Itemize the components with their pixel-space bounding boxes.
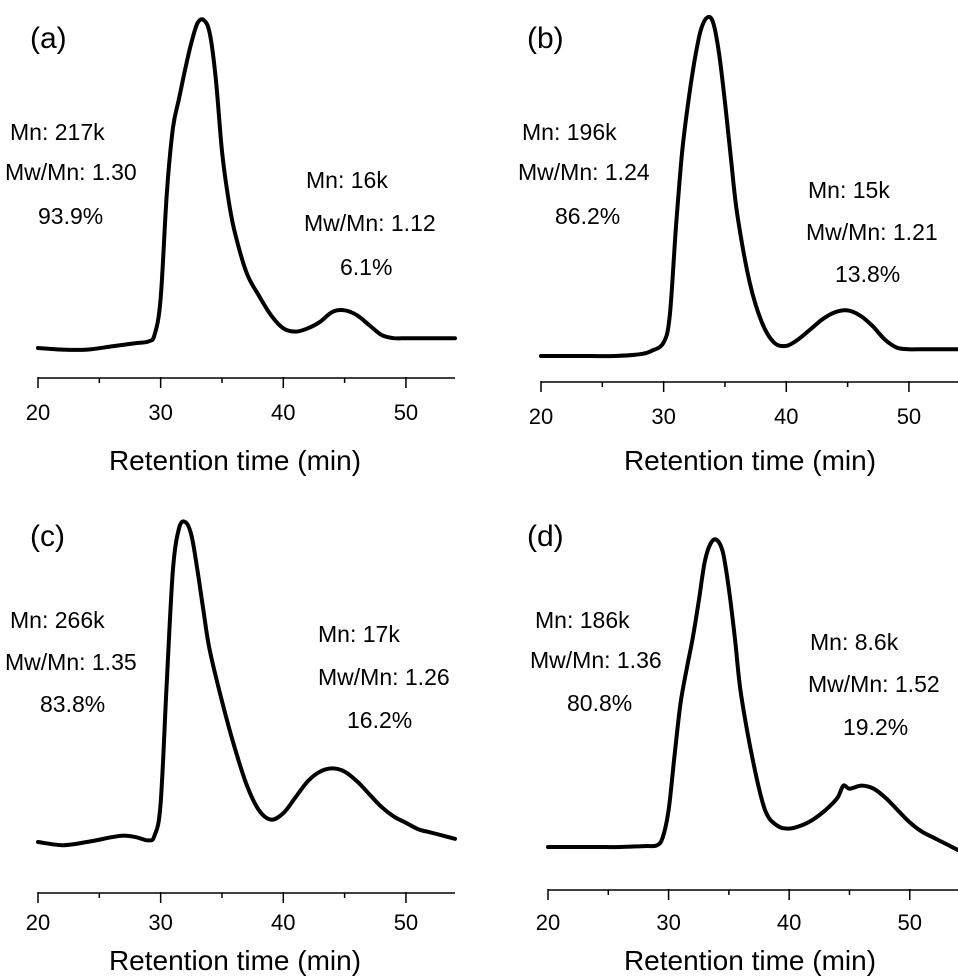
chart-panel-a: (a) Mn: 217k Mw/Mn: 1.30 93.9% Mn: 16k M…: [0, 0, 460, 490]
plot-area: 20 30 40 50: [529, 14, 958, 429]
annotation-mn-main: Mn: 266k: [10, 607, 105, 633]
chart-svg-c: (c) Mn: 266k Mw/Mn: 1.35 83.8% Mn: 17k M…: [5, 519, 457, 976]
annotation-percent-minor: 19.2%: [843, 714, 908, 740]
panel-label: (c): [30, 520, 65, 553]
x-tick-label: 30: [656, 910, 680, 935]
x-tick-label: 50: [394, 910, 418, 935]
chart-svg-a: (a) Mn: 217k Mw/Mn: 1.30 93.9% Mn: 16k M…: [5, 17, 457, 476]
annotation-mn-minor: Mn: 8.6k: [810, 629, 899, 655]
chart-panel-b: (b) Mn: 196k Mw/Mn: 1.24 86.2% Mn: 15k M…: [505, 0, 958, 490]
annotation-dispersity-minor: Mw/Mn: 1.52: [808, 671, 940, 697]
panel-label: (a): [30, 22, 67, 55]
annotation-percent-main: 93.9%: [38, 203, 103, 229]
annotation-percent-minor: 16.2%: [347, 707, 412, 733]
x-tick-label: 40: [271, 400, 295, 425]
annotation-dispersity-main: Mw/Mn: 1.24: [518, 159, 650, 185]
chart-panel-d: (d) Mn: 186k Mw/Mn: 1.36 80.8% Mn: 8.6k …: [505, 500, 958, 980]
chart-svg-b: (b) Mn: 196k Mw/Mn: 1.24 86.2% Mn: 15k M…: [518, 14, 958, 476]
x-tick-label: 20: [536, 910, 560, 935]
panel-label: (b): [527, 22, 564, 55]
x-tick-label: 30: [651, 404, 675, 429]
x-axis-label: Retention time (min): [624, 445, 876, 476]
x-tick-label: 30: [148, 910, 172, 935]
annotation-percent-main: 86.2%: [555, 203, 620, 229]
x-tick-label: 20: [26, 400, 50, 425]
annotation-dispersity-main: Mw/Mn: 1.35: [5, 649, 137, 675]
annotation-dispersity-minor: Mw/Mn: 1.21: [806, 219, 938, 245]
annotation-dispersity-main: Mw/Mn: 1.30: [5, 159, 137, 185]
x-tick-label: 30: [148, 400, 172, 425]
plot-area: 20 30 40 50: [536, 537, 958, 935]
series-line: [539, 14, 958, 359]
x-axis-label: Retention time (min): [109, 945, 361, 976]
annotation-percent-minor: 6.1%: [340, 254, 392, 280]
plot-area: 20 30 40 50: [26, 519, 457, 935]
x-tick-label: 50: [898, 910, 922, 935]
chart-panel-c: (c) Mn: 266k Mw/Mn: 1.35 83.8% Mn: 17k M…: [0, 500, 460, 980]
annotation-mn-main: Mn: 196k: [522, 119, 617, 145]
annotation-mn-minor: Mn: 15k: [808, 177, 890, 203]
x-tick-label: 40: [271, 910, 295, 935]
annotation-percent-main: 80.8%: [567, 690, 632, 716]
annotation-mn-main: Mn: 217k: [10, 119, 105, 145]
x-tick-label: 20: [529, 404, 553, 429]
x-tick-label: 50: [394, 400, 418, 425]
annotation-mn-minor: Mn: 16k: [306, 167, 388, 193]
series-line: [36, 519, 457, 848]
annotation-percent-minor: 13.8%: [835, 261, 900, 287]
x-tick-label: 40: [774, 404, 798, 429]
annotation-dispersity-minor: Mw/Mn: 1.12: [304, 210, 436, 236]
x-axis-label: Retention time (min): [109, 445, 361, 476]
annotation-mn-main: Mn: 186k: [535, 607, 630, 633]
annotation-percent-main: 83.8%: [40, 691, 105, 717]
plot-area: 20 30 40 50: [26, 17, 457, 425]
series-line: [36, 17, 457, 352]
x-tick-label: 50: [897, 404, 921, 429]
panel-label: (d): [527, 520, 564, 553]
x-tick-label: 40: [777, 910, 801, 935]
x-axis-label: Retention time (min): [624, 945, 876, 976]
chart-svg-d: (d) Mn: 186k Mw/Mn: 1.36 80.8% Mn: 8.6k …: [527, 520, 958, 976]
annotation-mn-minor: Mn: 17k: [318, 621, 400, 647]
x-tick-label: 20: [26, 910, 50, 935]
annotation-dispersity-main: Mw/Mn: 1.36: [530, 647, 662, 673]
annotation-dispersity-minor: Mw/Mn: 1.26: [318, 664, 450, 690]
series-line: [546, 537, 958, 853]
